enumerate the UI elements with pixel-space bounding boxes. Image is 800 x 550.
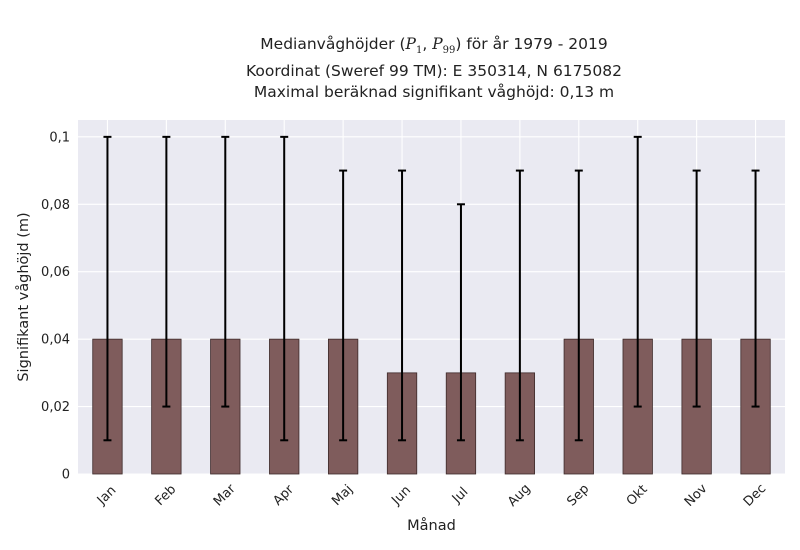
- error-bar-apr: [280, 135, 289, 442]
- title-line-1-suffix: ) för år 1979 - 2019: [455, 35, 608, 53]
- error-bar-mar: [221, 135, 230, 408]
- x-tick-label: Jul: [449, 485, 471, 507]
- error-bars: [103, 135, 760, 442]
- y-tick-label: 0,06: [41, 265, 70, 280]
- title-line-2: Koordinat (Sweref 99 TM): E 350314, N 61…: [246, 62, 622, 81]
- error-bar-jun: [398, 169, 407, 442]
- x-tick-label: Jun: [388, 483, 414, 509]
- x-tick-label: Dec: [741, 481, 769, 509]
- title-line-3: Maximal beräknad signifikant våghöjd: 0,…: [253, 83, 615, 102]
- p99-symbol: P99: [432, 35, 456, 57]
- y-tick-label: 0,08: [41, 198, 70, 213]
- x-tick-label: Feb: [152, 482, 179, 509]
- chart-title: Medianvåghöjder (P1, P99) för år 1979 - …: [83, 34, 785, 103]
- title-line-1-prefix: Medianvåghöjder (: [260, 35, 406, 53]
- title-line-1: Medianvåghöjder (P1, P99) för år 1979 - …: [260, 35, 608, 57]
- error-bar-okt: [633, 135, 642, 408]
- x-tick-label: Nov: [682, 481, 711, 510]
- y-tick-label: 0,02: [41, 400, 70, 415]
- x-tick-label: Maj: [329, 482, 356, 509]
- y-tick-label: 0,04: [41, 333, 70, 348]
- y-axis-ticks: 0 0,02 0,04 0,06 0,08 0,1: [41, 130, 70, 482]
- y-tick-label: 0,1: [49, 130, 70, 145]
- y-axis-label: Signifikant våghöjd (m): [15, 212, 32, 381]
- x-axis-label: Månad: [407, 517, 456, 534]
- y-tick-label: 0: [62, 468, 70, 483]
- x-axis-ticks: Jan Feb Mar Apr Maj Jun Jul Aug Sep Okt Nov Dec: [94, 481, 769, 510]
- p1-symbol: P1: [405, 35, 423, 57]
- error-bar-jul: [456, 203, 465, 442]
- error-bar-nov: [692, 169, 701, 408]
- plot-area: [78, 120, 785, 474]
- x-tick-label: Jan: [94, 483, 119, 508]
- x-tick-label: Mar: [211, 481, 239, 509]
- error-bar-sep: [574, 169, 583, 442]
- x-tick-label: Apr: [270, 482, 297, 509]
- x-tick-label: Sep: [564, 482, 592, 510]
- error-bar-dec: [751, 169, 760, 408]
- error-bar-feb: [162, 135, 171, 408]
- x-tick-label: Aug: [505, 481, 534, 510]
- error-bar-maj: [339, 169, 348, 442]
- error-bar-jan: [103, 135, 112, 442]
- x-tick-label: Okt: [624, 482, 651, 509]
- error-bar-aug: [515, 169, 524, 442]
